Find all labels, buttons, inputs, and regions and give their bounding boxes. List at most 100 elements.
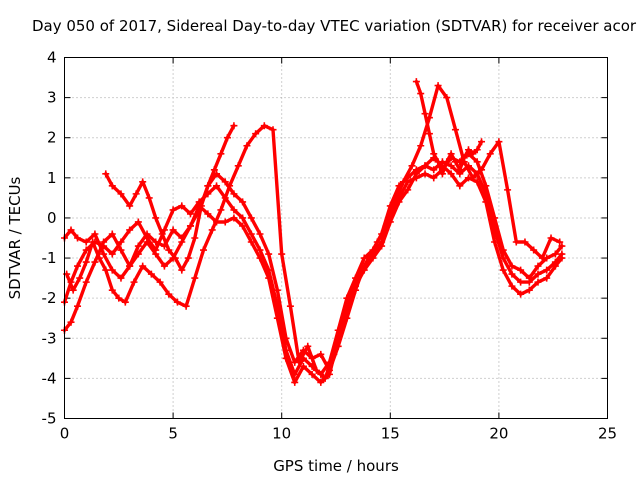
data-point [256,246,264,254]
data-point [312,366,320,374]
data-point [447,150,455,158]
data-point [499,266,507,274]
data-point [443,94,451,102]
data-point [200,246,208,254]
data-point [443,158,451,166]
data-point [512,238,520,246]
data-point [82,258,90,266]
data-point [473,178,481,186]
data-point [126,202,134,210]
data-point [100,238,108,246]
data-point [117,246,125,254]
data-point [317,378,325,386]
grid [64,57,608,419]
data-point [108,230,116,238]
data-point [223,134,231,142]
y-tick-label: -4 [42,369,57,387]
data-point [67,318,75,326]
data-point [204,210,212,218]
data-point [421,162,429,170]
data-point [408,162,416,170]
data-point [469,174,477,182]
data-point [447,170,455,178]
data-point [412,78,420,86]
series-track-5 [104,123,236,272]
data-point [156,278,164,286]
data-point [558,254,566,262]
data-point [230,122,238,130]
data-point [265,250,273,258]
data-point [299,362,307,370]
data-point [508,270,516,278]
data-point [100,250,108,258]
y-axis-label: SDTVAR / TECUs [6,176,24,299]
data-point [139,262,147,270]
data-point [273,286,281,294]
data-point [525,286,533,294]
data-point [239,198,247,206]
data-point [165,246,173,254]
data-point [558,242,566,250]
data-point [239,214,247,222]
data-point [108,250,116,258]
data-point [178,202,186,210]
data-point [230,206,238,214]
data-point [551,262,559,270]
data-point [556,238,564,246]
data-point [421,170,429,178]
data-point [265,274,273,282]
data-point [269,126,277,134]
data-point [538,254,546,262]
x-axis-label: GPS time / hours [273,457,399,475]
data-point [543,266,551,274]
data-point [286,302,294,310]
data-point [152,238,160,246]
data-point [464,146,472,154]
data-point [143,238,151,246]
data-point [108,286,116,294]
series-track-6 [414,79,484,176]
data-point [308,370,316,378]
data-point [108,266,116,274]
data-point [256,230,264,238]
data-point [230,190,238,198]
data-point [134,218,142,226]
data-point [169,206,177,214]
data-point [252,130,260,138]
data-point [95,254,103,262]
data-point [130,278,138,286]
data-point [74,262,82,270]
data-point [221,178,229,186]
data-point [178,266,186,274]
series-track-4 [64,83,562,381]
data-point [74,302,82,310]
data-point [143,230,151,238]
data-point [247,238,255,246]
data-point [152,250,160,258]
data-point [482,182,490,190]
data-point [517,278,525,286]
data-point [412,170,420,178]
data-point [491,214,499,222]
y-tick-label: 3 [47,89,57,107]
data-point [382,222,390,230]
data-point [102,170,110,178]
y-tick-label: 4 [47,49,57,67]
data-point [158,230,166,238]
data-point [451,158,459,166]
data-point [204,182,212,190]
data-point [165,290,173,298]
data-point [417,90,425,98]
data-point [273,314,281,322]
y-tick-label: -1 [42,249,57,267]
chart-title: Day 050 of 2017, Sidereal Day-to-day VTE… [32,17,637,35]
data-point [438,170,446,178]
data-point [521,238,529,246]
data-point [499,246,507,254]
data-point [491,238,499,246]
data-point [76,274,84,282]
data-point [221,218,229,226]
data-point [132,190,140,198]
plot-frame [64,57,608,419]
